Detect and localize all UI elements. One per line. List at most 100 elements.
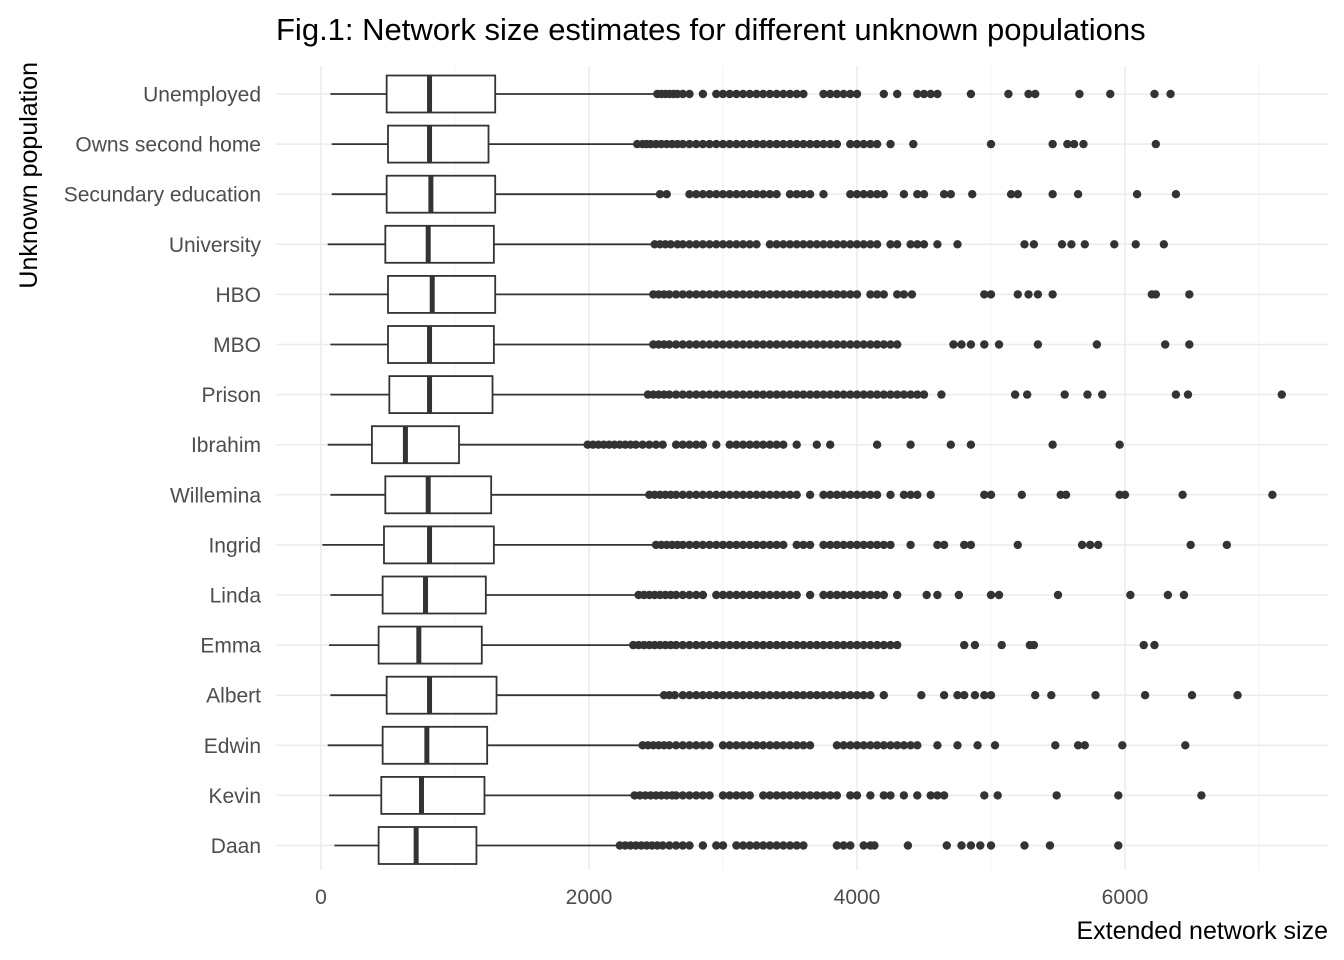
- outlier-point: [685, 190, 694, 199]
- outlier-point: [678, 590, 687, 600]
- outlier-point: [846, 540, 855, 550]
- outlier-point: [765, 741, 775, 750]
- outlier-point: [966, 89, 976, 99]
- outlier-point: [1187, 691, 1197, 700]
- outlier-point: [899, 490, 909, 499]
- outlier-point: [960, 640, 969, 650]
- outlier-point: [870, 841, 879, 850]
- outlier-point: [819, 490, 828, 499]
- outlier-point: [1024, 89, 1033, 99]
- outlier-point: [819, 340, 828, 349]
- outlier-point: [725, 139, 734, 149]
- outlier-point: [705, 340, 714, 349]
- outlier-point: [939, 791, 949, 800]
- outlier-point: [1115, 440, 1124, 449]
- outlier-point: [1031, 691, 1040, 700]
- outlier-point: [933, 240, 942, 249]
- outlier-point: [852, 390, 862, 399]
- outlier-point: [792, 89, 801, 99]
- outlier-point: [872, 741, 882, 750]
- outlier-point: [752, 190, 761, 199]
- x-tick-label: 6000: [1102, 886, 1149, 909]
- outlier-point: [994, 590, 1004, 600]
- outlier-point: [732, 741, 741, 750]
- outlier-point: [745, 691, 754, 700]
- outlier-point: [1048, 190, 1057, 199]
- y-tick-label: Unemployed: [143, 84, 261, 107]
- outlier-point: [799, 741, 808, 750]
- outlier-point: [692, 440, 701, 449]
- outlier-point: [1073, 741, 1083, 750]
- box-iqr: [388, 375, 494, 415]
- outlier-point: [765, 290, 775, 299]
- y-tick-label: Edwin: [204, 735, 261, 758]
- outlier-point: [893, 240, 902, 249]
- outlier-point: [866, 791, 875, 800]
- outlier-point: [705, 290, 714, 299]
- outlier-point: [1069, 139, 1079, 149]
- outlier-point: [990, 741, 1000, 750]
- outlier-point: [732, 791, 741, 800]
- outlier-point: [903, 841, 913, 850]
- outlier-point: [846, 691, 855, 700]
- outlier-point: [1013, 290, 1022, 299]
- outlier-point: [792, 490, 801, 499]
- outlier-point: [859, 841, 868, 850]
- outlier-point: [712, 590, 721, 600]
- box-group-edwin: [327, 725, 1190, 765]
- box-group-mbo: [330, 325, 1194, 364]
- outlier-point: [1067, 240, 1076, 249]
- outlier-point: [933, 590, 942, 600]
- outlier-point: [671, 590, 681, 600]
- outlier-point: [732, 89, 741, 99]
- outlier-point: [779, 841, 788, 850]
- outlier-point: [839, 89, 848, 99]
- box-iqr: [385, 74, 497, 114]
- outlier-point: [678, 841, 687, 850]
- outlier-point: [859, 590, 868, 600]
- outlier-point: [799, 841, 808, 850]
- outlier-point: [852, 340, 862, 349]
- outlier-point: [879, 290, 888, 299]
- outlier-point: [1120, 490, 1130, 499]
- outlier-point: [866, 390, 875, 399]
- outlier-point: [812, 691, 821, 700]
- outlier-point: [832, 340, 842, 349]
- outlier-point: [738, 440, 748, 449]
- outlier-point: [846, 89, 855, 99]
- outlier-point: [879, 741, 888, 750]
- outlier-point: [852, 240, 862, 249]
- outlier-point: [718, 390, 728, 399]
- outlier-point: [792, 190, 801, 199]
- box-group-university: [327, 224, 1169, 264]
- outlier-point: [765, 791, 775, 800]
- outlier-point: [899, 741, 909, 750]
- outlier-point: [812, 440, 821, 449]
- outlier-point: [799, 139, 808, 149]
- y-tick-label: Secundary education: [64, 184, 261, 207]
- outlier-point: [671, 741, 681, 750]
- outlier-point: [1079, 139, 1088, 149]
- outlier-point: [886, 741, 895, 750]
- outlier-point: [1020, 841, 1029, 850]
- outlier-point: [772, 540, 781, 550]
- outlier-point: [678, 89, 687, 99]
- outlier-point: [759, 390, 768, 399]
- outlier-point: [980, 340, 989, 349]
- outlier-point: [819, 190, 828, 199]
- outlier-point: [698, 139, 708, 149]
- outlier-point: [799, 240, 808, 249]
- outlier-point: [765, 490, 775, 499]
- outlier-point: [968, 190, 977, 199]
- outlier-point: [712, 139, 721, 149]
- outlier-point: [732, 340, 741, 349]
- outlier-point: [792, 540, 801, 550]
- outlier-point: [692, 490, 701, 499]
- outlier-point: [705, 390, 714, 399]
- box-group-albert: [330, 675, 1242, 715]
- outlier-point: [1151, 139, 1161, 149]
- outlier-point: [678, 490, 687, 499]
- outlier-point: [785, 841, 795, 850]
- outlier-point: [852, 791, 862, 800]
- outlier-point: [906, 741, 915, 750]
